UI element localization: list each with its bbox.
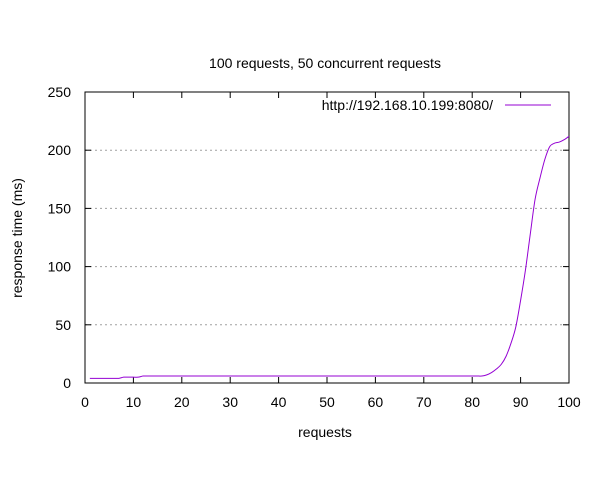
grid <box>85 149 569 326</box>
x-tick-label: 70 <box>416 394 432 410</box>
x-tick-label: 60 <box>368 394 384 410</box>
x-tick-label: 50 <box>319 394 335 410</box>
legend-label: http://192.168.10.199:8080/ <box>322 97 493 113</box>
y-tick-label: 250 <box>48 84 72 100</box>
x-tick-label: 0 <box>81 394 89 410</box>
x-tick-label: 40 <box>271 394 287 410</box>
x-tick-label: 80 <box>464 394 480 410</box>
y-tick-label: 150 <box>48 200 72 216</box>
x-tick-label: 20 <box>174 394 190 410</box>
y-tick-label: 200 <box>48 142 72 158</box>
y-axis-label: response time (ms) <box>9 178 25 298</box>
x-tick-label: 100 <box>557 394 581 410</box>
y-tick-label: 100 <box>48 259 72 275</box>
x-tick-label: 30 <box>222 394 238 410</box>
y-tick-label: 0 <box>63 375 71 391</box>
x-tick-label: 90 <box>513 394 529 410</box>
x-tick-label: 10 <box>126 394 142 410</box>
plot-frame <box>84 91 570 384</box>
x-axis-label: requests <box>298 424 352 440</box>
series-line <box>89 135 570 379</box>
chart-title: 100 requests, 50 concurrent requests <box>209 55 441 71</box>
ticks: 0 50 100 150 200 250 0 10 20 30 40 50 60 70 80 90 100 <box>48 84 581 410</box>
y-tick-label: 50 <box>55 317 71 333</box>
